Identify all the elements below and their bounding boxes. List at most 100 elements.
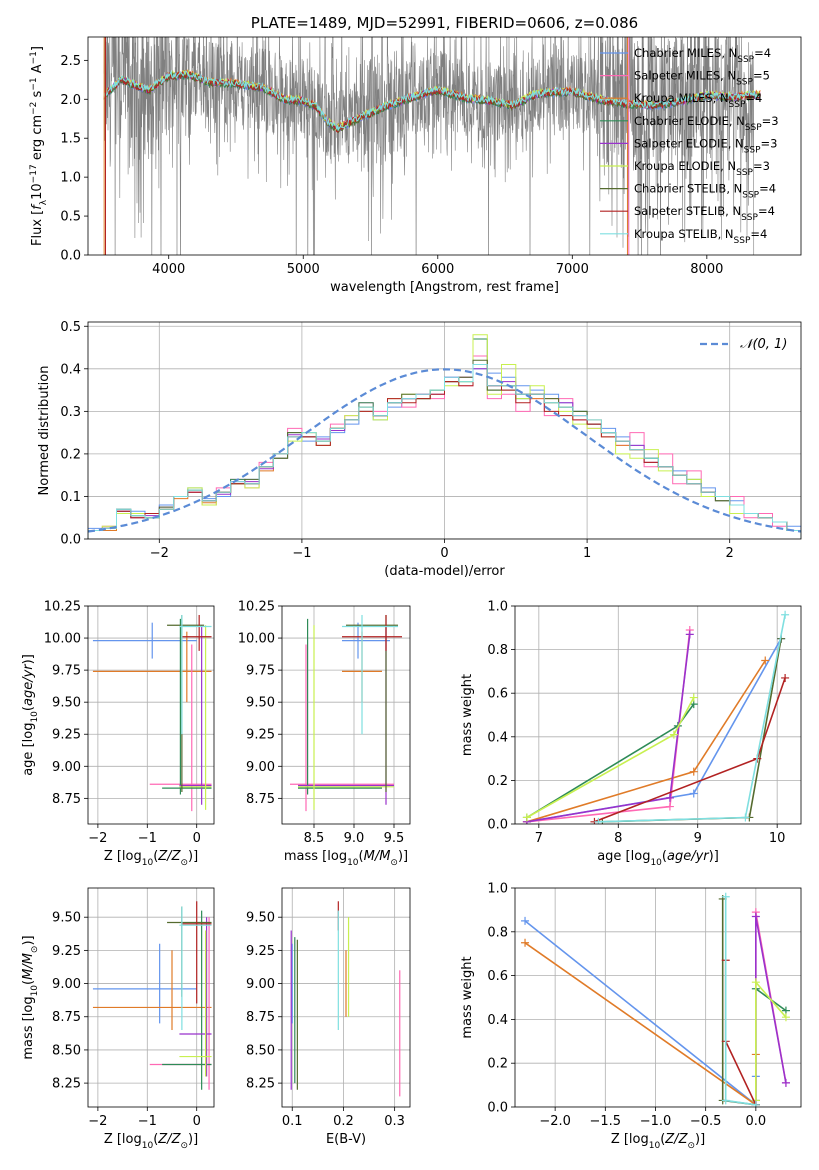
x-axis-label: Z [log10(Z/Z⊙)]: [611, 1132, 705, 1151]
plot-area: [88, 606, 214, 824]
label-part: )]: [398, 849, 408, 864]
label-part: Z/Z: [157, 1132, 181, 1147]
y-tick-label: 1.0: [60, 171, 81, 186]
x-tick-label: 9.0: [344, 831, 365, 846]
y-tick-label: 0.5: [60, 320, 81, 335]
y-tick-label: 0.6: [487, 687, 508, 702]
y-tick-label: 0.5: [60, 210, 81, 225]
mass-weight-marker: [751, 978, 760, 987]
label-part: SSP: [734, 236, 751, 246]
mass-weight-marker: [751, 912, 760, 921]
label-part: (: [660, 1132, 665, 1147]
x-axis-label: E(B-V): [326, 1132, 366, 1147]
label-part: ]: [30, 46, 45, 51]
label-part: λ: [39, 199, 49, 205]
label-part: Chabrier MILES, N: [634, 46, 737, 60]
plot-area: [103, 37, 761, 255]
label-part: Kroupa ELODIE, N: [634, 159, 736, 173]
spectrum-panel: 4000 5000 6000 7000 8000 0.0 0.5 1.0 1.5 2.0 2.5 PL…: [29, 14, 802, 295]
mass-weight-marker: [522, 813, 531, 822]
label-part: SSP: [736, 168, 753, 178]
y-tick-label: 8.25: [246, 1077, 275, 1092]
label-part: =4: [758, 204, 775, 218]
y-tick-label: 9.00: [246, 760, 275, 775]
x-axis-label: mass [log10(M/M⊙)]: [284, 849, 408, 868]
mass-weight-marker: [721, 892, 730, 901]
label-part: −1: [29, 77, 39, 90]
y-tick-label: 0.2: [487, 1057, 508, 1072]
x-tick-label: 9: [694, 831, 702, 846]
y-tick-label: 10.00: [44, 632, 81, 647]
mass-weight-marker: [781, 1078, 790, 1087]
y-tick-label: 0.2: [60, 447, 81, 462]
x-tick-label: −1: [138, 831, 157, 846]
x-tick-label: 6000: [421, 262, 454, 277]
label-part: mass [log: [21, 996, 36, 1059]
mass-weight-marker: [781, 673, 790, 682]
x-axis-label: Z [log10(Z/Z⊙)]: [104, 1132, 198, 1151]
label-part: )]: [188, 1132, 198, 1147]
y-tick-label: 9.50: [246, 911, 275, 926]
x-tick-label: 4000: [152, 262, 185, 277]
axes-frame: [87, 605, 215, 825]
y-tick-label: 0.2: [487, 774, 508, 789]
y-tick-label: 0.8: [487, 925, 508, 940]
x-tick-label: −2.0: [539, 1114, 571, 1129]
label-part: 10: [650, 858, 662, 868]
y-tick-label: 2.5: [60, 54, 81, 69]
x-tick-label: 7: [535, 831, 543, 846]
label-part: ⊙: [180, 858, 188, 868]
label-part: (: [21, 706, 36, 711]
label-part: Salpeter STELIB, N: [634, 204, 741, 218]
mass-weight-marker: [521, 938, 530, 947]
y-tick-label: 9.25: [52, 728, 81, 743]
x-tick-label: 7000: [556, 262, 589, 277]
y-tick-label: 10.00: [238, 632, 275, 647]
mass-weight-line: [526, 703, 695, 819]
y-axis-label: mass [log10(M/M⊙)]: [21, 935, 40, 1059]
label-part: )]: [21, 935, 36, 945]
y-tick-label: 8.50: [52, 1043, 81, 1058]
label-part: =4: [754, 46, 771, 60]
weight-vs-Z-panel: −2.0 −1.5 −1.0 −0.5 0.0 0.0 0.2 0.4 0.6 0.8 1.0 Z […: [460, 882, 802, 1151]
label-part: (: [153, 1132, 158, 1147]
mass-weight-marker: [521, 916, 530, 925]
label-part: Z [log: [104, 849, 142, 864]
x-tick-label: −2: [88, 1114, 107, 1129]
mass-weight-marker: [751, 1100, 760, 1107]
y-tick-label: 9.25: [246, 944, 275, 959]
x-tick-label: 1: [583, 546, 591, 561]
y-tick-label: 0.6: [487, 969, 508, 984]
chart-title: PLATE=1489, MJD=52991, FIBERID=0606, z=0…: [251, 14, 638, 32]
label-part: age [log: [597, 849, 650, 864]
mass-weight-line: [526, 697, 695, 819]
label-part: −17: [29, 164, 39, 183]
y-tick-label: 0.0: [487, 818, 508, 833]
x-tick-label: 8: [614, 831, 622, 846]
y-tick-label: 8.25: [52, 1077, 81, 1092]
mass-vs-Z-panel: −2 −1 08.258.508.759.009.259.50Z [log10(Z/…: [21, 887, 215, 1151]
label-part: ⊙: [180, 1141, 188, 1151]
label-part: 10: [142, 1141, 154, 1151]
mass-vs-EBV-panel: 0.1 0.2 0.3 8.25 8.50 8.75 9.00 9.25 9.50 E(B-V): [246, 887, 411, 1147]
mass-weight-line: [524, 942, 757, 1107]
label-part: SSP: [741, 213, 758, 223]
label-part: =4: [750, 227, 767, 241]
y-tick-label: 0.1: [60, 490, 81, 505]
label-part: mass [log: [284, 849, 347, 864]
y-tick-label: 8.75: [52, 1010, 81, 1025]
label-part: wavelength [Angstrom, rest frame]: [330, 280, 559, 295]
label-part: =4: [745, 91, 762, 105]
y-tick-label: 9.50: [52, 696, 81, 711]
label-part: =3: [761, 136, 778, 150]
legend-entry: Salpeter ELODIE, NSSP=3: [634, 136, 777, 155]
y-tick-label: 9.75: [52, 664, 81, 679]
label-part: (: [359, 849, 364, 864]
y-axis-label: Normed distribution: [37, 366, 52, 496]
y-tick-label: 9.25: [246, 728, 275, 743]
x-tick-label: −1: [138, 1114, 157, 1129]
x-tick-label: 10: [769, 831, 786, 846]
label-part: −2: [29, 102, 39, 115]
label-part: SSP: [744, 145, 761, 155]
legend-entry: Chabrier ELODIE, NSSP=3: [634, 114, 779, 133]
